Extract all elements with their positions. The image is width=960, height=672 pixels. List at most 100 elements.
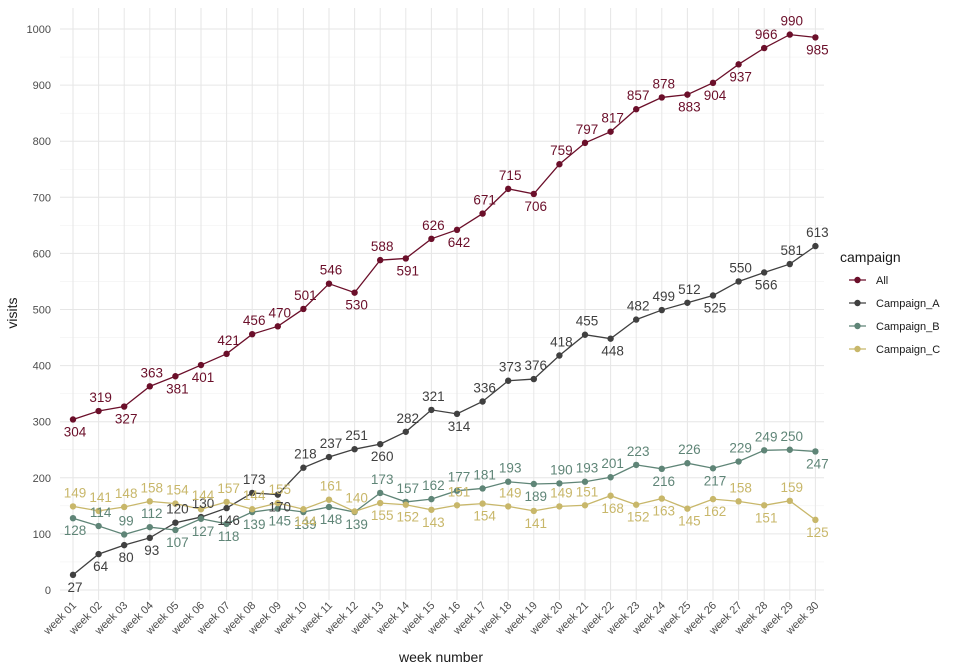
y-axis-title: visits [4,297,20,328]
data-point-campaign_c [95,507,102,515]
data-label-campaign_a: 130 [192,496,215,511]
data-point-campaign_c [556,503,563,510]
data-label-all: 878 [653,76,676,91]
data-label-all: 591 [397,263,420,278]
data-label-campaign_a: 93 [144,543,159,558]
data-label-campaign_b: 226 [678,442,701,457]
data-label-campaign_b: 114 [90,505,112,520]
data-label-campaign_a: 613 [806,225,829,240]
data-label-campaign_c: 143 [422,515,445,530]
data-label-campaign_c: 154 [473,509,496,524]
data-point-all [786,31,793,38]
legend-label: Campaign_B [876,321,940,333]
data-label-campaign_a: 120 [166,502,189,517]
legend-items: All Campaign_A Campaign_B Campaign_C [849,275,940,356]
data-label-all: 421 [217,333,240,348]
data-point-campaign_c [197,506,205,513]
data-label-campaign_c: 140 [345,490,368,505]
data-label-campaign_b: 250 [781,429,804,444]
data-point-campaign_b [121,531,128,538]
data-point-campaign_c [505,503,512,510]
data-point-campaign_a [172,519,179,526]
data-point-campaign_c [479,500,486,507]
data-label-campaign_b: 193 [499,461,522,476]
data-label-campaign_c: 168 [601,501,624,516]
data-label-campaign_b: 223 [627,444,650,459]
data-point-campaign_c [581,502,589,509]
data-point-all [761,44,768,52]
data-label-campaign_a: 336 [473,381,496,396]
data-label-campaign_b: 229 [729,441,752,456]
data-label-campaign_a: 482 [627,299,650,314]
data-label-campaign_b: 99 [119,513,134,528]
data-label-campaign_b: 249 [755,429,778,444]
data-label-campaign_c: 162 [704,504,727,519]
data-label-all: 985 [806,42,829,57]
legend-key-point [854,322,861,330]
data-point-campaign_c [428,506,435,513]
series-line-campaign_b [72,449,816,536]
data-label-all: 363 [141,365,164,380]
data-point-campaign_b [479,485,486,492]
data-point-all [377,256,384,264]
data-label-campaign_b: 177 [448,470,471,485]
data-point-campaign_b [556,480,563,487]
data-label-campaign_a: 173 [243,472,266,487]
y-tick-label: 600 [33,248,51,260]
data-label-campaign_a: 376 [525,358,548,373]
data-label-campaign_b: 173 [371,472,394,487]
data-point-campaign_b [786,446,793,453]
data-label-campaign_a: 27 [67,580,82,595]
legend-key-point [854,345,861,353]
data-label-campaign_c: 144 [294,514,317,529]
data-label-all: 501 [294,288,317,303]
data-point-campaign_a [402,428,409,435]
data-point-campaign_a [658,306,665,314]
data-point-campaign_c [121,503,128,511]
y-axis-ticks: 0 100 200 300 400 500 600 700 800 900 1000 [27,24,51,597]
data-point-all [351,289,358,296]
data-labels: 3043193273633814014214564705015465305885… [64,14,829,595]
series-points [69,31,819,579]
legend-key-point [854,299,861,307]
data-point-all [402,255,409,262]
data-label-campaign_a: 80 [119,550,134,565]
data-point-campaign_a [377,440,384,448]
legend-label: Campaign_A [876,298,940,310]
data-point-campaign_b [428,495,435,503]
legend-label: All [876,275,888,287]
data-point-campaign_a [69,571,77,579]
data-label-campaign_a: 448 [601,344,624,359]
data-point-campaign_b [709,465,717,472]
data-label-all: 671 [473,193,496,208]
data-point-campaign_c [325,496,333,503]
data-point-campaign_b [172,526,179,534]
data-point-all [325,280,333,287]
series-line-all [72,33,816,421]
data-label-campaign_b: 139 [294,517,317,532]
data-label-campaign_a: 321 [422,389,445,404]
data-label-campaign_b: 139 [243,517,266,532]
data-label-campaign_a: 314 [448,419,471,434]
data-point-campaign_c [530,507,537,515]
data-point-campaign_b [684,460,691,467]
legend-item-campaign_b: Campaign_B [849,321,940,333]
data-point-campaign_a [556,352,563,359]
data-point-all [556,161,563,168]
data-point-campaign_a [479,398,486,405]
data-point-campaign_b [633,461,640,469]
data-point-all [95,407,102,415]
data-point-campaign_a [505,377,512,384]
data-point-campaign_a [633,316,640,323]
data-point-campaign_b [607,474,614,481]
data-point-all [197,361,205,369]
data-label-all: 937 [729,69,752,84]
data-label-campaign_c: 158 [141,480,164,495]
data-point-campaign_a [121,541,128,549]
data-point-all [69,416,77,423]
legend-item-campaign_c: Campaign_C [849,344,940,356]
data-point-campaign_c [607,492,614,499]
data-label-all: 642 [448,235,471,250]
data-label-campaign_c: 149 [550,485,573,500]
